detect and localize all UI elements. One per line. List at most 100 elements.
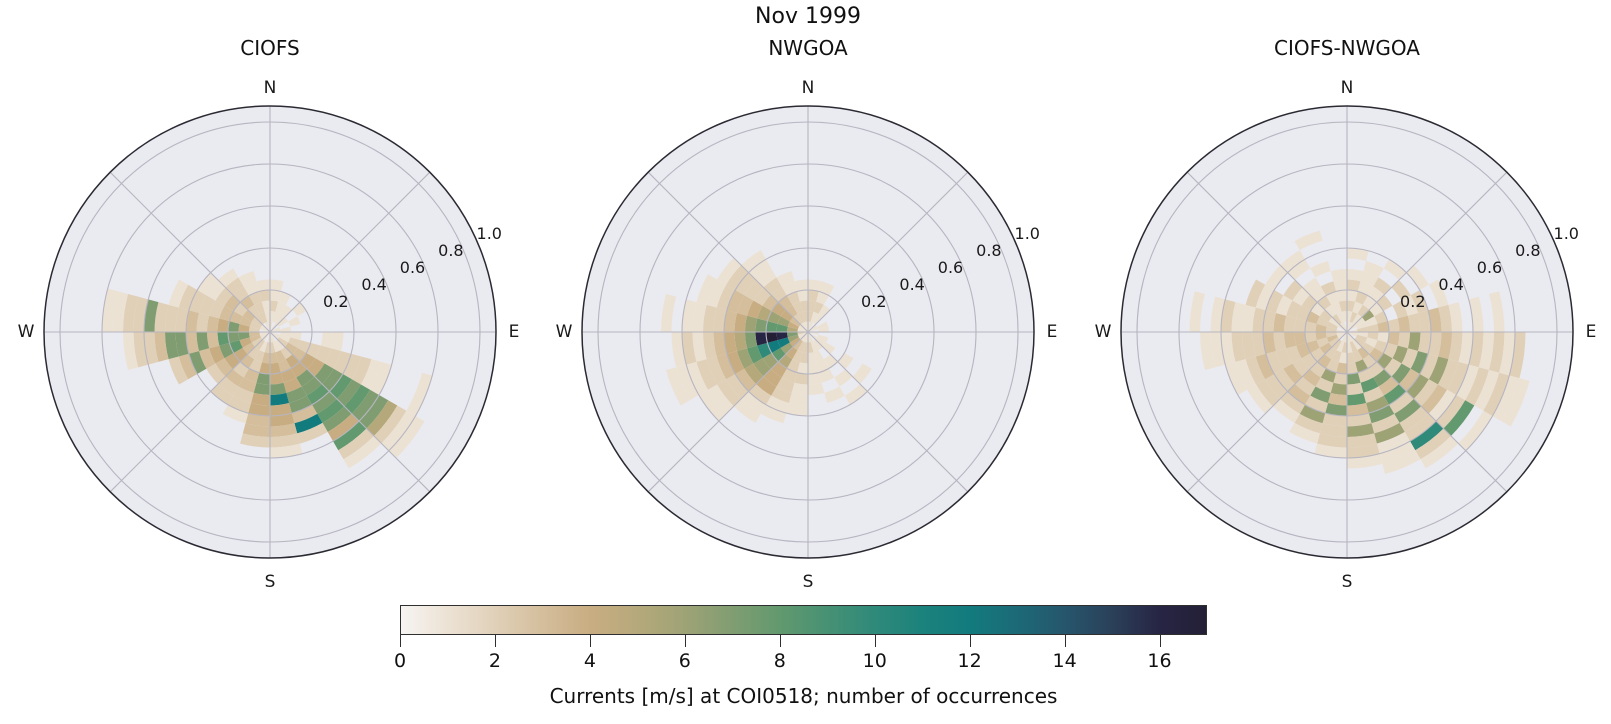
rose-sector [1319,309,1333,322]
grid-spoke [1346,331,1508,493]
rose-sector [1397,332,1410,349]
rose-sector [686,361,708,395]
rose-sector [294,413,323,434]
rose-sector [297,422,328,444]
rose-sector [1328,337,1340,347]
rose-sector [249,321,261,330]
rose-sector [788,392,808,406]
rose-sector [1448,302,1463,332]
colorbar-tick-mark [684,635,687,647]
rose-sector [228,321,240,332]
rose-sector [359,395,389,429]
rose-sector [280,368,297,383]
rose-sector [1231,332,1246,362]
grid-spoke [1186,331,1348,493]
rose-sector [199,295,216,316]
rose-sector [1280,391,1305,414]
rose-sector [342,353,362,380]
rose-sector [799,300,808,312]
rose-sector [724,310,738,332]
rose-sector [703,304,717,332]
rose-sector [233,347,248,362]
rose-sector [1319,423,1347,437]
rose-sector [1436,395,1466,429]
rose-sector [1352,339,1362,351]
rose-sector [1501,378,1530,427]
rose-sector [1344,332,1347,343]
rose-sector [270,290,281,302]
polar-plot-ciofs: N E S W 0.2 0.4 0.6 0.8 1.0 [18,78,520,592]
rose-sector [1349,341,1358,353]
rose-sector [1352,301,1363,314]
rose-sector [239,316,252,327]
colorbar-tick-mark [1064,635,1066,647]
rose-sector [787,291,800,305]
rose-sector [1347,332,1358,338]
rose-sector [787,321,799,330]
rose-sector [270,392,290,406]
rose-sector [291,404,318,424]
rose-sector [249,359,262,373]
rose-sector [703,332,717,360]
rose-sector [275,313,285,325]
rose-sector [270,329,281,332]
plot-title-nwgoa: NWGOA [768,36,848,60]
rose-sector [270,423,298,437]
rose-sector [757,342,772,359]
rose-sector [1354,337,1366,347]
rose-sector [206,280,226,301]
radial-tick-label: 0.4 [899,275,924,294]
compass-label: S [803,572,814,592]
rose-sector [275,301,286,314]
rose-sector [1369,302,1384,317]
rose-sector [1326,291,1339,305]
rose-sector [1341,332,1347,343]
rose-sector [188,290,207,313]
rose-sector [209,300,225,319]
compass-labels: N E S W [1095,78,1597,592]
rose-sector [724,332,738,354]
rose-sector [817,334,829,343]
rose-sector [280,346,293,360]
rose-sector [247,304,260,318]
rose-sector [1326,326,1337,332]
rose-sector [249,326,260,332]
rose-sector [1292,358,1310,377]
rose-sector [1265,374,1288,399]
rose-sector [297,340,311,353]
rose-sector [1326,359,1339,373]
colorbar-tick-label: 10 [862,650,887,672]
rose-sector [1509,332,1526,379]
compass-label: E [1586,322,1597,342]
rose-sector [279,334,291,343]
rose-sector [1374,311,1388,324]
rose-sector [692,332,707,362]
rose-sector [168,356,189,385]
radial-tick-label: 0.2 [323,292,348,311]
rose-sector [1265,351,1284,374]
rose-sector [366,400,398,436]
rose-sector [1283,363,1303,384]
rose-sector [805,332,808,343]
rose-sector [797,329,808,332]
rose-sector [1391,363,1411,384]
rose-sector [1347,433,1377,448]
rose-sector [249,291,262,305]
rose-sector [815,337,827,347]
rose-sector [1349,311,1358,323]
rose-sector [1276,295,1293,316]
rose-sector [290,332,302,341]
rose-sector [776,332,788,341]
rose-sector [209,345,225,364]
rose-sector [1367,323,1379,332]
radial-tick-label: 0.4 [361,275,386,294]
rose-sector [706,356,727,385]
rose-sector [787,359,800,373]
rose-sector [1401,348,1418,369]
rose-sector [1225,361,1247,395]
rose-sector [1317,433,1347,448]
rose-sector [329,374,352,399]
rose-sector [747,300,763,319]
rose-sector [144,299,159,332]
rose-sector [312,391,337,414]
